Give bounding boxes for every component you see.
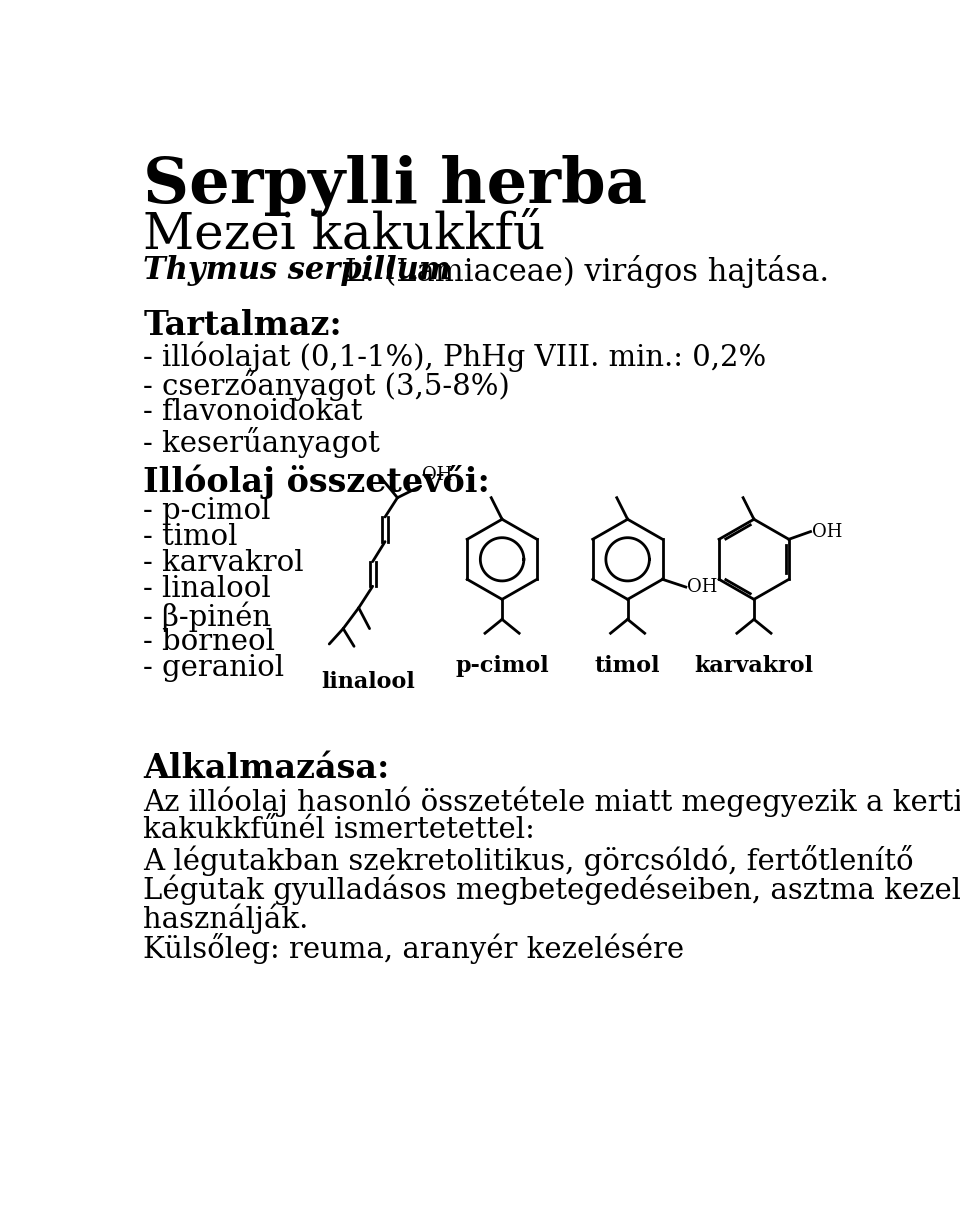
Text: Thymus serpillum: Thymus serpillum [143,255,451,286]
Text: Mezei kakukkfű: Mezei kakukkfű [143,210,545,260]
Text: - flavonoidokat: - flavonoidokat [143,398,363,426]
Text: - illóolajat (0,1-1%), PhHg VIII. min.: 0,2%: - illóolajat (0,1-1%), PhHg VIII. min.: … [143,341,766,372]
Text: Külsőleg: reuma, aranyér kezelésére: Külsőleg: reuma, aranyér kezelésére [143,933,684,964]
Text: kakukkfűnél ismertetettel:: kakukkfűnél ismertetettel: [143,815,535,844]
Text: - borneol: - borneol [143,628,276,656]
Text: - keserűanyagot: - keserűanyagot [143,427,380,458]
Text: OH: OH [812,523,843,540]
Text: OH: OH [422,465,452,484]
Text: Serpylli herba: Serpylli herba [143,155,647,217]
Text: L. (Lamiaceae) virágos hajtása.: L. (Lamiaceae) virágos hajtása. [335,255,829,289]
Text: Tartalmaz:: Tartalmaz: [143,309,342,343]
Text: használják.: használják. [143,904,308,935]
Text: p-cimol: p-cimol [455,655,549,677]
Text: - cserzőanyagot (3,5-8%): - cserzőanyagot (3,5-8%) [143,370,510,400]
Text: A légutakban szekretolitikus, görcsóldó, fertőtlenítő: A légutakban szekretolitikus, görcsóldó… [143,845,914,876]
Text: - p-cimol: - p-cimol [143,497,271,524]
Text: - timol: - timol [143,523,238,551]
Text: - β-pinén: - β-pinén [143,602,272,632]
Text: Az illóolaj hasonló összetétele miatt megegyezik a kerti: Az illóolaj hasonló összetétele miatt me… [143,786,960,817]
Text: timol: timol [595,655,660,677]
Text: - karvakrol: - karvakrol [143,549,304,577]
Text: OH: OH [687,578,718,596]
Text: Illóolaj összetevői:: Illóolaj összetevői: [143,464,491,499]
Text: linalool: linalool [322,670,415,693]
Text: karvakrol: karvakrol [694,655,813,677]
Text: Légutak gyulladásos megbetegedéseiben, asztma kezelésében: Légutak gyulladásos megbetegedéseiben, a… [143,874,960,905]
Text: - linalool: - linalool [143,576,271,603]
Text: - geraniol: - geraniol [143,655,284,682]
Text: Alkalmazása:: Alkalmazása: [143,752,390,785]
